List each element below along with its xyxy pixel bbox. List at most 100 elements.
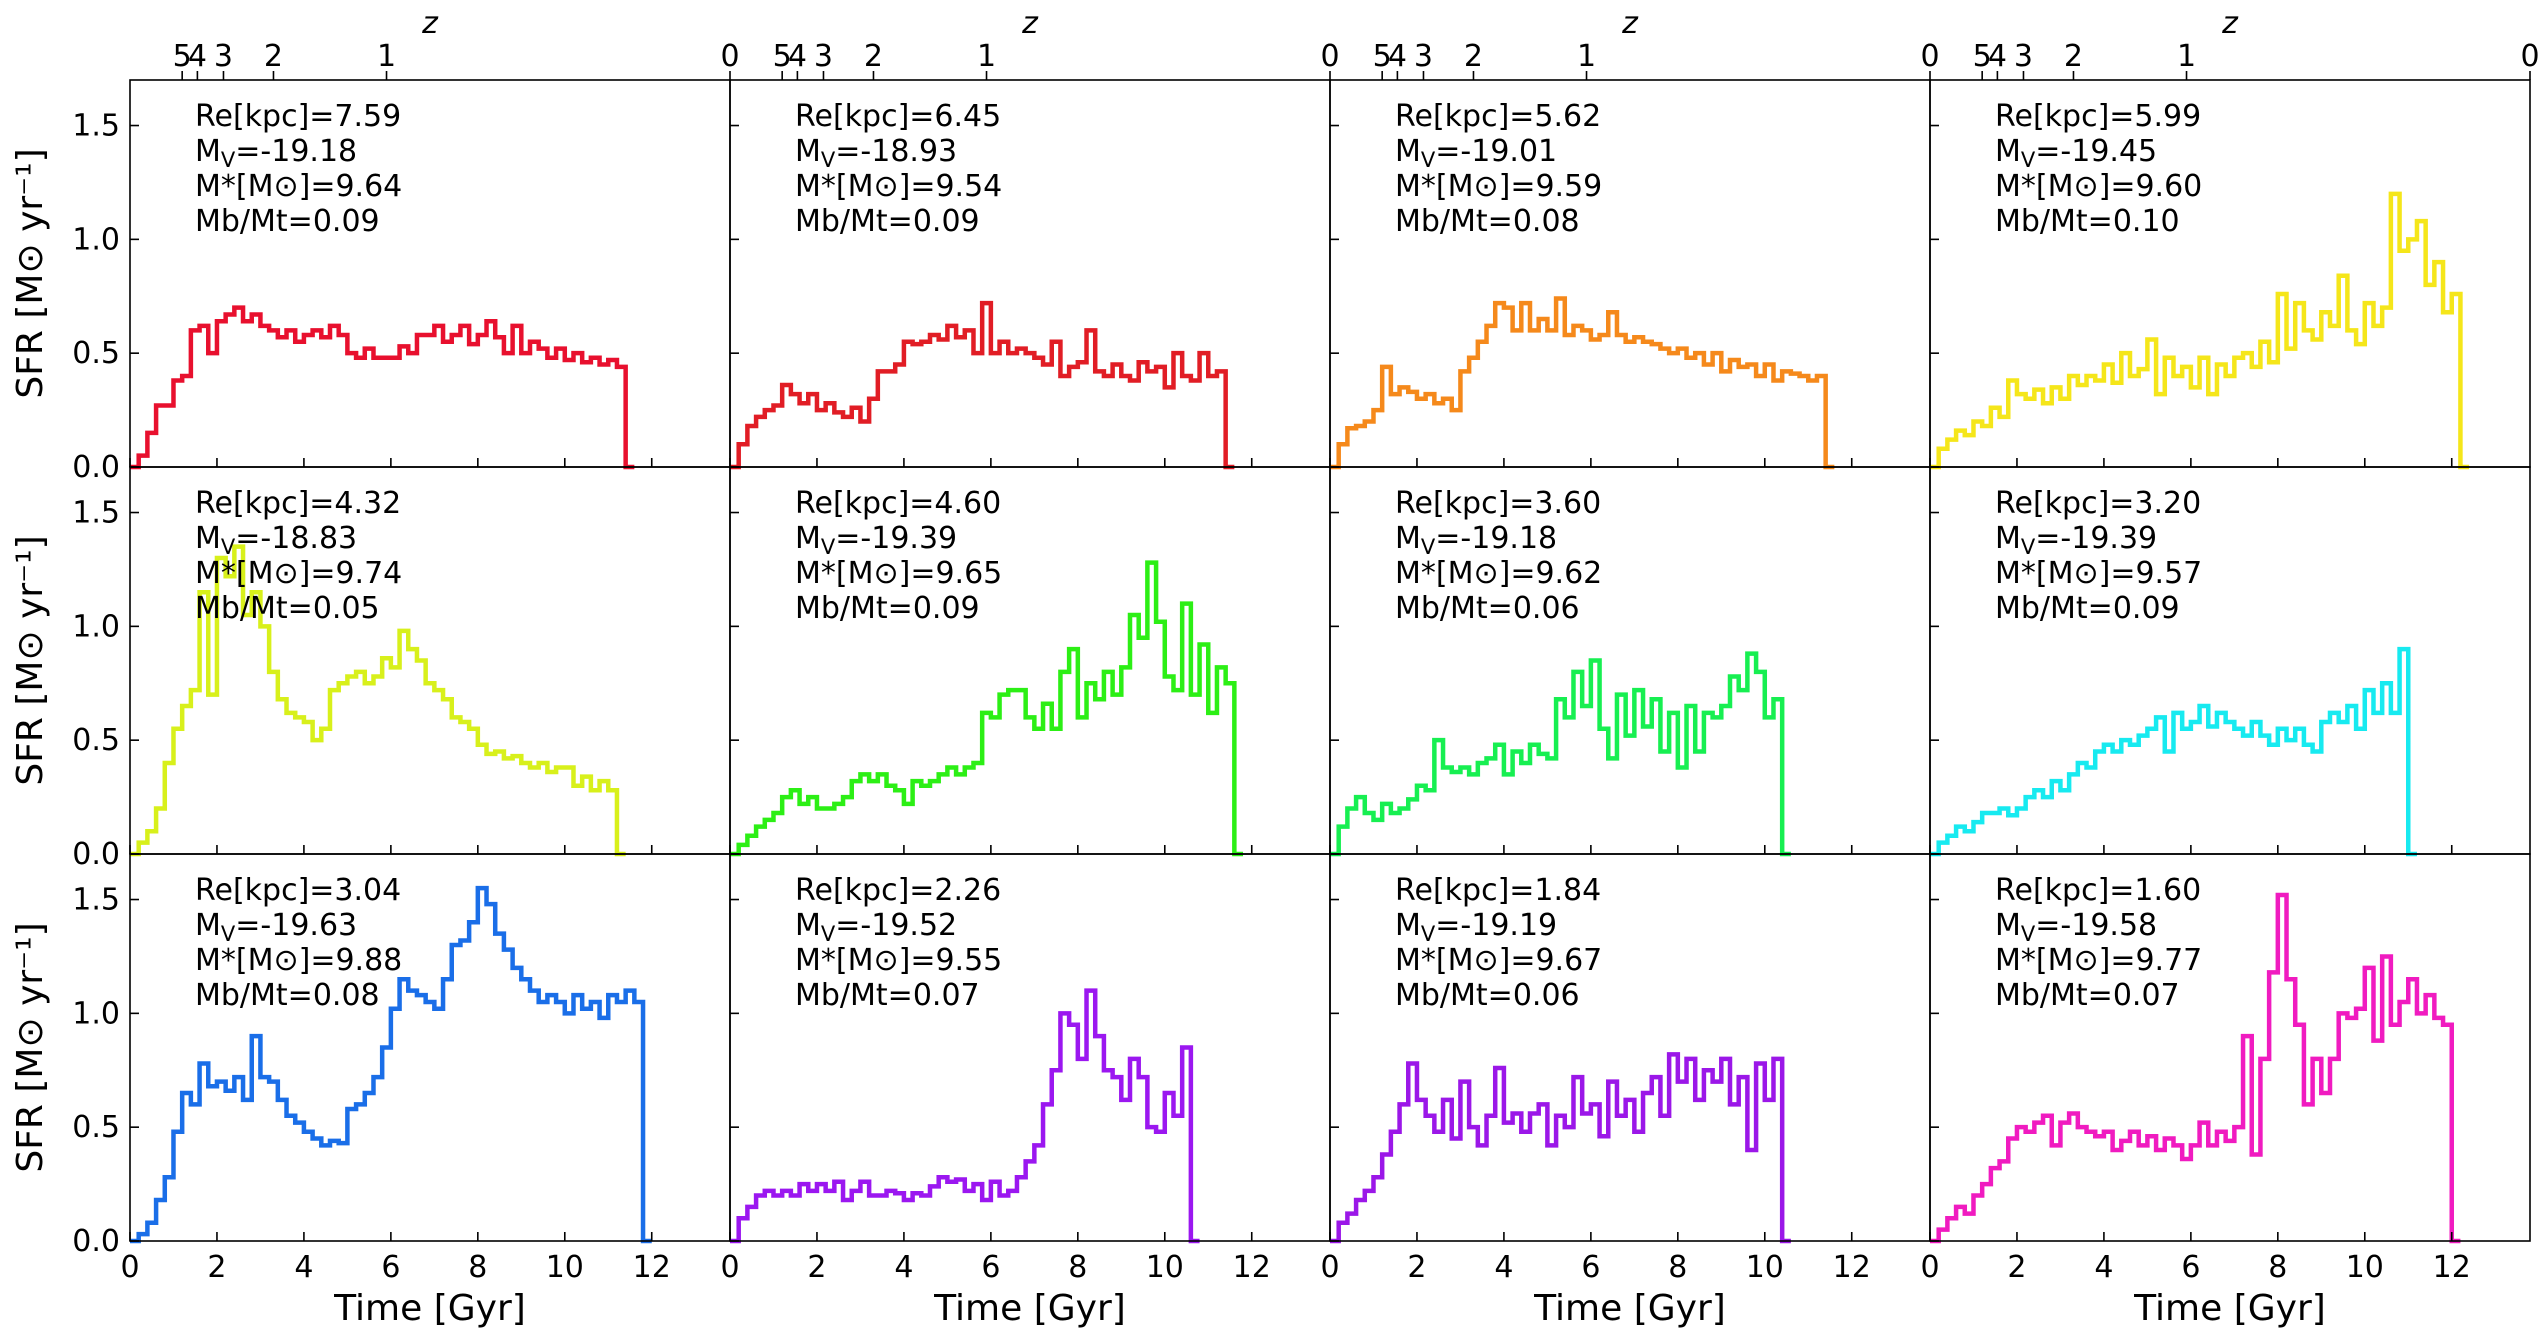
panel-frame <box>1929 853 2531 1242</box>
panel-r1c1: Re[kpc]=4.60MV=-19.39M*[M⊙]=9.65Mb/Mt=0.… <box>729 466 1331 857</box>
z-tick-label: 2 <box>2064 39 2083 74</box>
mv-value: =-19.18 <box>235 134 357 169</box>
mv-subscript: V <box>2021 922 2036 946</box>
mv-label: MV=-19.39 <box>795 521 957 559</box>
x-tick-label: 2 <box>207 1250 226 1285</box>
panel-r2c0: 0 2 4 6 8 10 12 0.0 0.5 1.0 1.5 Re[kpc]=3.04MV=-19.… <box>10 853 731 1329</box>
mstar-label: M*[M⊙]=9.54 <box>795 169 1002 204</box>
y-tick-label: 1.0 <box>72 996 120 1031</box>
mv-base: M <box>195 134 221 169</box>
mv-value: =-19.52 <box>835 908 957 943</box>
mv-subscript: V <box>821 922 836 946</box>
mstar-label: M*[M⊙]=9.65 <box>795 556 1002 591</box>
mv-base: M <box>1995 908 2021 943</box>
mv-value: =-19.39 <box>2035 521 2157 556</box>
x-tick-label: 0 <box>120 1250 139 1285</box>
mv-value: =-19.63 <box>235 908 357 943</box>
x-tick-label: 6 <box>1581 1250 1600 1285</box>
y-tick-label: 1.5 <box>72 883 120 918</box>
mv-subscript: V <box>1421 922 1436 946</box>
mv-value: =-18.83 <box>235 521 357 556</box>
z-tick-label: 3 <box>1414 39 1433 74</box>
z-tick-label: 2 <box>864 39 883 74</box>
mv-label: MV=-19.63 <box>195 908 357 946</box>
mv-base: M <box>195 908 221 943</box>
sfr-step-line <box>1930 646 2417 857</box>
x-tick-label: 4 <box>894 1250 913 1285</box>
mv-base: M <box>1995 521 2021 556</box>
mstar-label: M*[M⊙]=9.74 <box>195 556 402 591</box>
re-label: Re[kpc]=3.20 <box>1995 486 2201 521</box>
panel-r0c1: 54 3 2 1 0 z Re[kpc]=6.45MV=-18.93M*[M⊙]=9.54M… <box>729 6 1340 470</box>
x-tick-label: 2 <box>1407 1250 1426 1285</box>
mstar-label: M*[M⊙]=9.55 <box>795 943 1002 978</box>
mv-base: M <box>795 521 821 556</box>
z-tick-label: 1 <box>2177 39 2196 74</box>
panel-r0c0: 0.0 0.5 1.0 1.5 54 3 2 1 0 z Re[kpc]=7.59MV=-19.18… <box>10 6 740 485</box>
x-tick-label: 10 <box>546 1250 584 1285</box>
z-tick-label: 4 <box>188 39 207 74</box>
mstar-label: M*[M⊙]=9.64 <box>195 169 402 204</box>
x-axis-label: Time [Gyr] <box>933 1288 1126 1329</box>
panel-r2c3: 0 2 4 6 8 10 12 Re[kpc]=1.60MV=-19.58M*[M⊙]=9.7… <box>1920 853 2531 1329</box>
mv-base: M <box>795 134 821 169</box>
mv-label: MV=-18.93 <box>795 134 957 172</box>
z-axis-title: z <box>1621 6 1639 41</box>
z-tick-label: 5 <box>1373 39 1392 74</box>
mv-label: MV=-19.52 <box>795 908 957 946</box>
mstar-label: M*[M⊙]=9.62 <box>1395 556 1602 591</box>
z-tick-label: 0 <box>1320 39 1339 74</box>
mv-base: M <box>1995 134 2021 169</box>
mv-base: M <box>1395 908 1421 943</box>
x-tick-label: 8 <box>468 1250 487 1285</box>
mv-label: MV=-19.19 <box>1395 908 1557 946</box>
re-label: Re[kpc]=1.84 <box>1395 873 1601 908</box>
y-tick-label: 0.0 <box>72 450 120 485</box>
x-tick-label: 10 <box>1146 1250 1184 1285</box>
z-tick-label: 4 <box>1388 39 1407 74</box>
x-tick-label: 12 <box>2433 1250 2471 1285</box>
x-tick-label: 12 <box>633 1250 671 1285</box>
x-tick-label: 6 <box>381 1250 400 1285</box>
z-tick-label: 4 <box>788 39 807 74</box>
z-tick-label: 1 <box>377 39 396 74</box>
x-tick-label: 12 <box>1233 1250 1271 1285</box>
y-tick-label: 1.5 <box>72 109 120 144</box>
x-tick-label: 6 <box>981 1250 1000 1285</box>
sfr-step-line <box>130 544 626 857</box>
z-tick-label: 0 <box>2520 39 2539 74</box>
mv-label: MV=-19.18 <box>195 134 357 172</box>
x-tick-label: 4 <box>2094 1250 2113 1285</box>
mv-subscript: V <box>2021 535 2036 559</box>
x-tick-label: 0 <box>1320 1250 1339 1285</box>
y-axis-label: SFR [M⊙ yr⁻¹] <box>10 922 51 1172</box>
panel-r2c1: 0 2 4 6 8 10 12 Re[kpc]=2.26MV=-19.52M*[M⊙]=9.5… <box>720 853 1331 1329</box>
panel-r0c3: 54 3 2 1 0 z Re[kpc]=5.99MV=-19.45M*[M⊙]=9.60M… <box>1929 6 2540 470</box>
panel-r1c2: Re[kpc]=3.60MV=-19.18M*[M⊙]=9.62Mb/Mt=0.… <box>1329 466 1931 857</box>
sfr-step-line <box>1930 892 2461 1244</box>
x-axis-label: Time [Gyr] <box>2133 1288 2326 1329</box>
mbmt-label: Mb/Mt=0.06 <box>1395 591 1580 626</box>
y-tick-label: 0.5 <box>72 336 120 371</box>
sfr-step-line <box>130 885 652 1244</box>
mbmt-label: Mb/Mt=0.07 <box>1995 978 2180 1013</box>
x-tick-label: 8 <box>1668 1250 1687 1285</box>
re-label: Re[kpc]=4.60 <box>795 486 1001 521</box>
y-tick-label: 0.5 <box>72 723 120 758</box>
x-tick-label: 12 <box>1833 1250 1871 1285</box>
mv-subscript: V <box>821 535 836 559</box>
mstar-label: M*[M⊙]=9.60 <box>1995 169 2202 204</box>
mbmt-label: Mb/Mt=0.09 <box>1995 591 2180 626</box>
x-tick-label: 8 <box>1068 1250 1087 1285</box>
mbmt-label: Mb/Mt=0.09 <box>795 591 980 626</box>
mv-value: =-19.45 <box>2035 134 2157 169</box>
x-tick-label: 2 <box>2007 1250 2026 1285</box>
x-tick-label: 10 <box>2346 1250 2384 1285</box>
y-tick-label: 1.0 <box>72 222 120 257</box>
x-tick-label: 2 <box>807 1250 826 1285</box>
mv-label: MV=-18.83 <box>195 521 357 559</box>
mbmt-label: Mb/Mt=0.09 <box>195 204 380 239</box>
z-tick-label: 3 <box>814 39 833 74</box>
re-label: Re[kpc]=4.32 <box>195 486 401 521</box>
re-label: Re[kpc]=1.60 <box>1995 873 2201 908</box>
